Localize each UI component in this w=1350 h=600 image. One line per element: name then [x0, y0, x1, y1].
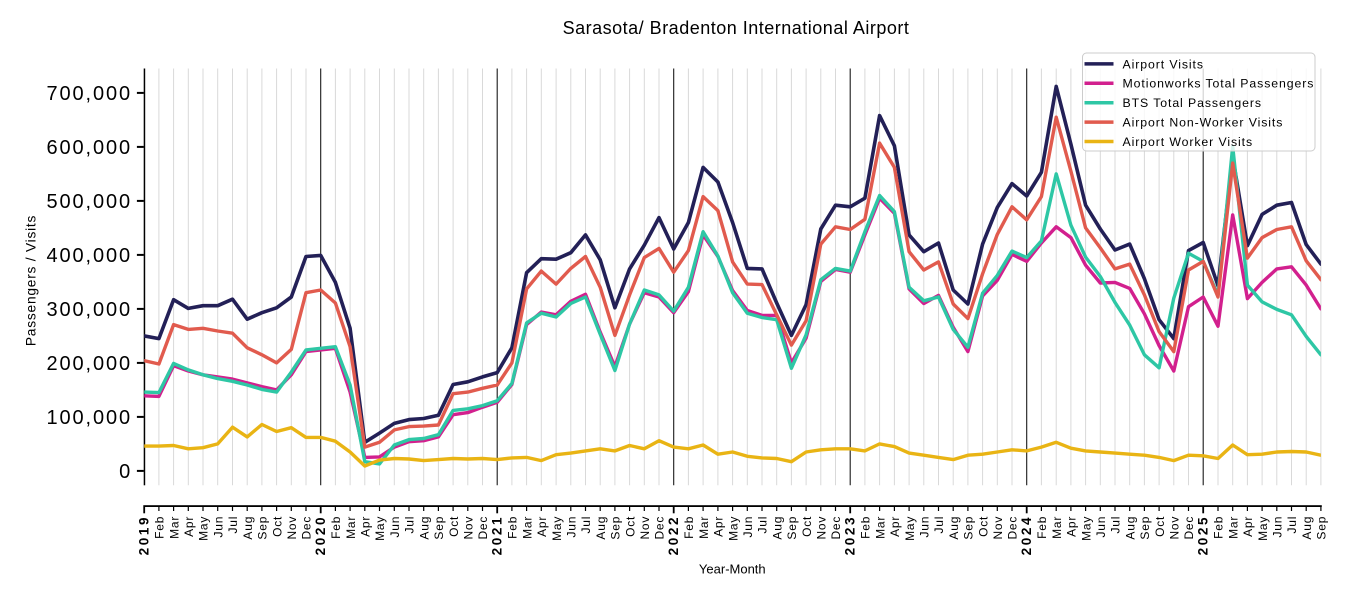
svg-text:Nov: Nov [285, 516, 299, 540]
svg-text:2021: 2021 [489, 515, 504, 555]
svg-text:May: May [550, 516, 564, 541]
svg-text:Jun: Jun [211, 516, 225, 538]
svg-text:Mar: Mar [167, 516, 181, 539]
svg-text:Oct: Oct [976, 516, 990, 537]
svg-text:Mar: Mar [344, 516, 358, 539]
svg-text:Dec: Dec [1006, 516, 1020, 540]
svg-text:Aug: Aug [770, 516, 784, 540]
svg-text:2022: 2022 [666, 515, 681, 555]
svg-text:Sep: Sep [256, 516, 270, 540]
svg-text:Passengers / Visits: Passengers / Visits [24, 215, 39, 346]
svg-text:Jun: Jun [1271, 516, 1285, 538]
svg-text:Jul: Jul [403, 516, 417, 534]
svg-text:Aug: Aug [594, 516, 608, 540]
svg-text:Aug: Aug [1123, 516, 1137, 540]
svg-text:Jul: Jul [226, 516, 240, 534]
svg-text:Feb: Feb [682, 516, 696, 539]
svg-text:300,000: 300,000 [46, 299, 132, 321]
svg-text:May: May [373, 516, 387, 541]
svg-text:Jul: Jul [579, 516, 593, 534]
svg-text:Apr: Apr [1241, 516, 1255, 537]
svg-text:2019: 2019 [136, 515, 151, 555]
svg-text:Mar: Mar [520, 516, 534, 539]
svg-text:May: May [1079, 516, 1093, 541]
svg-text:Feb: Feb [153, 516, 167, 539]
svg-text:Oct: Oct [800, 516, 814, 537]
svg-text:Jun: Jun [388, 516, 402, 538]
svg-text:Dec: Dec [829, 516, 843, 540]
svg-text:Sep: Sep [432, 516, 446, 540]
svg-text:Airport Worker Visits: Airport Worker Visits [1123, 135, 1254, 149]
svg-text:May: May [726, 516, 740, 541]
svg-text:Apr: Apr [712, 516, 726, 537]
svg-text:Apr: Apr [535, 516, 549, 537]
svg-text:Sep: Sep [785, 516, 799, 540]
svg-text:Nov: Nov [815, 516, 829, 540]
svg-text:Jun: Jun [741, 516, 755, 538]
svg-text:Sep: Sep [609, 516, 623, 540]
svg-text:Mar: Mar [873, 516, 887, 539]
svg-text:Jul: Jul [1109, 516, 1123, 534]
svg-text:Sep: Sep [962, 516, 976, 540]
svg-text:Mar: Mar [1226, 516, 1240, 539]
svg-text:Aug: Aug [947, 516, 961, 540]
svg-text:Dec: Dec [1182, 516, 1196, 540]
svg-text:2020: 2020 [313, 515, 328, 555]
svg-text:Aug: Aug [1300, 516, 1314, 540]
svg-text:500,000: 500,000 [46, 191, 132, 213]
svg-text:Apr: Apr [1065, 516, 1079, 537]
svg-text:Aug: Aug [417, 516, 431, 540]
svg-text:Sep: Sep [1138, 516, 1152, 540]
svg-text:Jun: Jun [1094, 516, 1108, 538]
svg-text:Dec: Dec [300, 516, 314, 540]
svg-text:May: May [903, 516, 917, 541]
svg-text:May: May [197, 516, 211, 541]
svg-text:700,000: 700,000 [46, 83, 132, 105]
svg-text:Nov: Nov [462, 516, 476, 540]
svg-text:Oct: Oct [623, 516, 637, 537]
svg-text:Nov: Nov [1168, 516, 1182, 540]
svg-text:Dec: Dec [653, 516, 667, 540]
svg-text:200,000: 200,000 [46, 353, 132, 375]
svg-text:Aug: Aug [241, 516, 255, 540]
svg-text:Feb: Feb [1212, 516, 1226, 539]
svg-text:Jul: Jul [756, 516, 770, 534]
svg-text:May: May [1256, 516, 1270, 541]
svg-text:Apr: Apr [888, 516, 902, 537]
svg-text:2025: 2025 [1195, 515, 1210, 555]
svg-text:Dec: Dec [476, 516, 490, 540]
svg-text:Mar: Mar [1050, 516, 1064, 539]
svg-text:Airport Non-Worker Visits: Airport Non-Worker Visits [1123, 116, 1284, 130]
svg-text:Feb: Feb [1035, 516, 1049, 539]
svg-text:Motionworks Total Passengers: Motionworks Total Passengers [1123, 77, 1315, 91]
svg-text:Oct: Oct [270, 516, 284, 537]
svg-text:Nov: Nov [638, 516, 652, 540]
svg-text:400,000: 400,000 [46, 245, 132, 267]
svg-text:Feb: Feb [859, 516, 873, 539]
svg-text:Jun: Jun [918, 516, 932, 538]
svg-text:0: 0 [119, 461, 132, 483]
svg-text:Feb: Feb [329, 516, 343, 539]
svg-text:Sep: Sep [1315, 516, 1329, 540]
svg-text:Jul: Jul [932, 516, 946, 534]
svg-text:100,000: 100,000 [46, 407, 132, 429]
svg-text:BTS Total Passengers: BTS Total Passengers [1123, 96, 1262, 110]
svg-text:Jun: Jun [565, 516, 579, 538]
svg-text:Year-Month: Year-Month [699, 562, 766, 577]
svg-text:Oct: Oct [447, 516, 461, 537]
svg-text:Sarasota/ Bradenton Internatio: Sarasota/ Bradenton International Airpor… [563, 18, 910, 38]
svg-text:600,000: 600,000 [46, 137, 132, 159]
svg-text:Feb: Feb [506, 516, 520, 539]
svg-text:Apr: Apr [182, 516, 196, 537]
svg-text:2024: 2024 [1019, 515, 1034, 555]
svg-text:Airport Visits: Airport Visits [1123, 57, 1204, 71]
svg-text:Oct: Oct [1153, 516, 1167, 537]
svg-text:Mar: Mar [697, 516, 711, 539]
svg-text:Apr: Apr [359, 516, 373, 537]
svg-text:Jul: Jul [1285, 516, 1299, 534]
svg-text:Nov: Nov [991, 516, 1005, 540]
svg-text:2023: 2023 [842, 515, 857, 555]
